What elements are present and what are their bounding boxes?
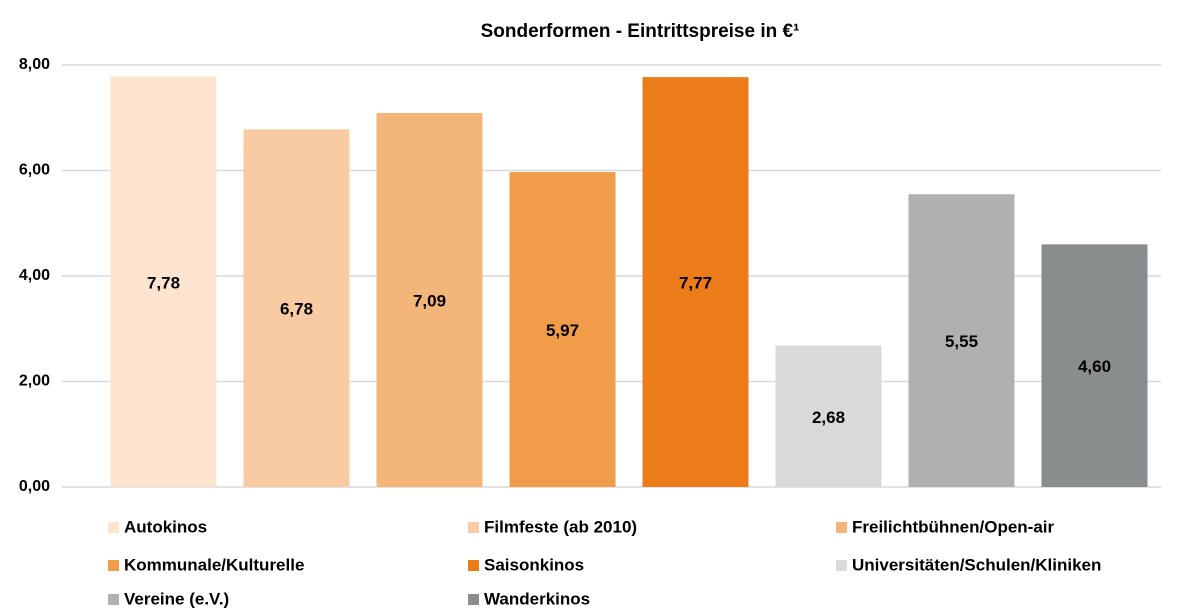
legend-label: Universitäten/Schulen/Kliniken [852, 555, 1101, 574]
data-label: 6,78 [280, 300, 313, 319]
legend-swatch [108, 522, 119, 533]
chart-title: Sonderformen - Eintrittspreise in €¹ [481, 21, 800, 42]
bar [1041, 244, 1148, 487]
legend-label: Vereine (e.V.) [124, 589, 229, 608]
data-label: 7,77 [679, 274, 712, 293]
bar [509, 172, 616, 487]
bar [775, 345, 882, 487]
legend-label: Kommunale/Kulturelle [124, 555, 304, 574]
legend-swatch [468, 522, 479, 533]
legend-label: Saisonkinos [484, 555, 584, 574]
legend-swatch [468, 560, 479, 571]
legend-label: Freilichtbühnen/Open-air [852, 517, 1055, 536]
legend-swatch [108, 560, 119, 571]
y-tick-label: 6,00 [19, 162, 50, 179]
data-label: 2,68 [812, 408, 845, 427]
y-tick-label: 8,00 [19, 56, 50, 73]
y-tick-label: 4,00 [19, 267, 50, 284]
legend-swatch [836, 522, 847, 533]
bar [243, 129, 350, 488]
bar [376, 113, 483, 487]
legend-label: Filmfeste (ab 2010) [484, 517, 637, 536]
y-tick-label: 0,00 [19, 478, 50, 495]
bar [908, 194, 1015, 488]
legend-swatch [836, 560, 847, 571]
legend-label: Autokinos [124, 517, 207, 536]
bar [110, 76, 217, 487]
data-label: 7,78 [147, 273, 180, 292]
legend-swatch [468, 594, 479, 605]
y-tick-label: 2,00 [19, 373, 50, 390]
data-label: 7,09 [413, 291, 446, 310]
data-label: 5,97 [546, 321, 579, 340]
data-label: 4,60 [1078, 357, 1111, 376]
legend-swatch [108, 594, 119, 605]
legend-label: Wanderkinos [484, 589, 590, 608]
data-label: 5,55 [945, 332, 978, 351]
bar [642, 77, 749, 487]
